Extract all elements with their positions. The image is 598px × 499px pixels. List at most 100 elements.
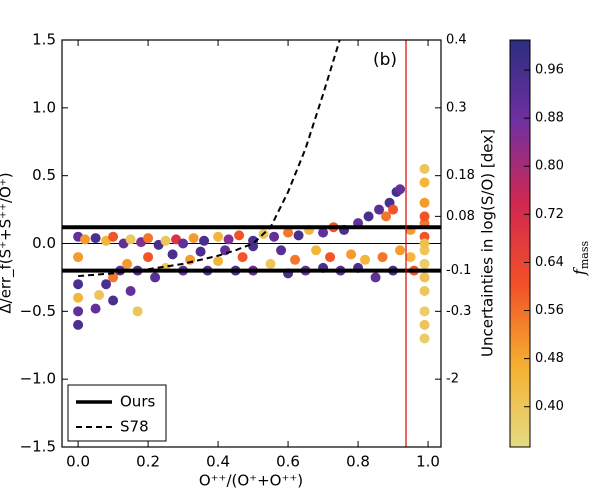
- y2-tick-label: -0.3: [446, 304, 471, 319]
- point: [419, 272, 430, 283]
- point: [419, 258, 430, 269]
- point: [185, 254, 196, 265]
- y-tick-label: 0.0: [32, 234, 56, 252]
- point: [381, 211, 392, 222]
- point: [108, 272, 119, 283]
- point: [363, 211, 374, 222]
- point: [377, 252, 388, 263]
- y-tick-label: 1.5: [32, 31, 56, 49]
- point: [94, 290, 105, 301]
- colorbar-tick-label: 0.56: [535, 303, 564, 318]
- point: [276, 245, 287, 256]
- x-tick-label: 0.4: [206, 453, 230, 471]
- point: [419, 163, 430, 174]
- point: [419, 285, 430, 296]
- svg-text:fmass: fmass: [570, 241, 592, 277]
- x-tick-label: 0.0: [66, 453, 90, 471]
- point: [419, 197, 430, 208]
- point: [360, 254, 371, 265]
- point: [370, 272, 381, 283]
- point: [125, 234, 136, 245]
- point: [283, 227, 294, 238]
- point: [325, 252, 336, 263]
- point: [419, 319, 430, 330]
- colorbar-label: fmass: [570, 241, 592, 277]
- point: [419, 306, 430, 317]
- colorbar-tick-label: 0.64: [535, 255, 564, 270]
- point: [395, 245, 406, 256]
- point: [290, 254, 301, 265]
- point: [73, 279, 84, 290]
- point: [248, 241, 259, 252]
- point: [405, 252, 416, 263]
- point: [195, 246, 206, 257]
- y2-tick-label: -0.1: [446, 263, 471, 278]
- point: [150, 272, 161, 283]
- y-axis-label: Δ/err_f(S⁺+S⁺⁺/O⁺): [0, 172, 16, 313]
- y-tick-label: −1.0: [20, 370, 56, 388]
- point: [269, 231, 280, 242]
- point: [108, 231, 119, 242]
- x-axis-label: O⁺⁺/(O⁺+O⁺⁺): [199, 472, 303, 490]
- point: [188, 233, 199, 244]
- colorbar-tick-label: 0.96: [535, 63, 564, 78]
- point: [73, 319, 84, 330]
- point: [143, 233, 154, 244]
- point: [318, 227, 329, 238]
- point: [178, 238, 189, 249]
- legend: Ours S78: [67, 384, 167, 442]
- point: [213, 231, 224, 242]
- point: [125, 285, 136, 296]
- point: [293, 230, 304, 241]
- y2-tick-label: -2: [446, 372, 459, 387]
- point: [73, 252, 84, 263]
- point: [419, 238, 430, 249]
- point: [90, 303, 101, 314]
- annotation: (b): [373, 50, 397, 70]
- y-tick-label: −1.5: [20, 438, 56, 456]
- s78-curve: [78, 40, 341, 278]
- point: [132, 306, 143, 317]
- legend-label: S78: [120, 418, 149, 436]
- y2-tick-label: 0.18: [446, 168, 475, 183]
- point: [73, 306, 84, 317]
- y2-tick-label: 0.3: [446, 100, 467, 115]
- point: [395, 184, 406, 195]
- legend-label: Ours: [120, 393, 155, 411]
- point: [73, 292, 84, 303]
- point: [80, 234, 91, 245]
- colorbar-tick-label: 0.80: [535, 159, 564, 174]
- point: [122, 258, 133, 269]
- x-tick-label: 0.6: [276, 453, 300, 471]
- point: [419, 211, 430, 222]
- colorbar-tick-label: 0.72: [535, 207, 564, 222]
- point: [213, 256, 224, 267]
- point: [237, 252, 248, 263]
- y2-tick-label: 0.4: [446, 33, 467, 48]
- point: [143, 252, 154, 263]
- point: [265, 258, 276, 269]
- point: [311, 245, 322, 256]
- y-tick-label: −0.5: [20, 302, 56, 320]
- point: [234, 230, 245, 241]
- x-tick-label: 0.2: [136, 453, 160, 471]
- point: [388, 204, 399, 215]
- point: [346, 249, 357, 260]
- y-tick-label: 1.0: [32, 98, 56, 116]
- colorbar-tick-label: 0.48: [535, 351, 564, 366]
- x-tick-label: 0.8: [346, 453, 370, 471]
- point: [101, 279, 112, 290]
- colorbar-label-symbol: f: [570, 266, 589, 276]
- point: [419, 333, 430, 344]
- point: [374, 204, 385, 215]
- point: [199, 235, 210, 246]
- colorbar-label-subscript: mass: [578, 241, 591, 270]
- point: [90, 233, 101, 244]
- point: [223, 234, 234, 245]
- legend-box: [67, 384, 167, 442]
- colorbar: [509, 39, 531, 448]
- point: [160, 235, 171, 246]
- point: [108, 295, 119, 306]
- point: [167, 249, 178, 260]
